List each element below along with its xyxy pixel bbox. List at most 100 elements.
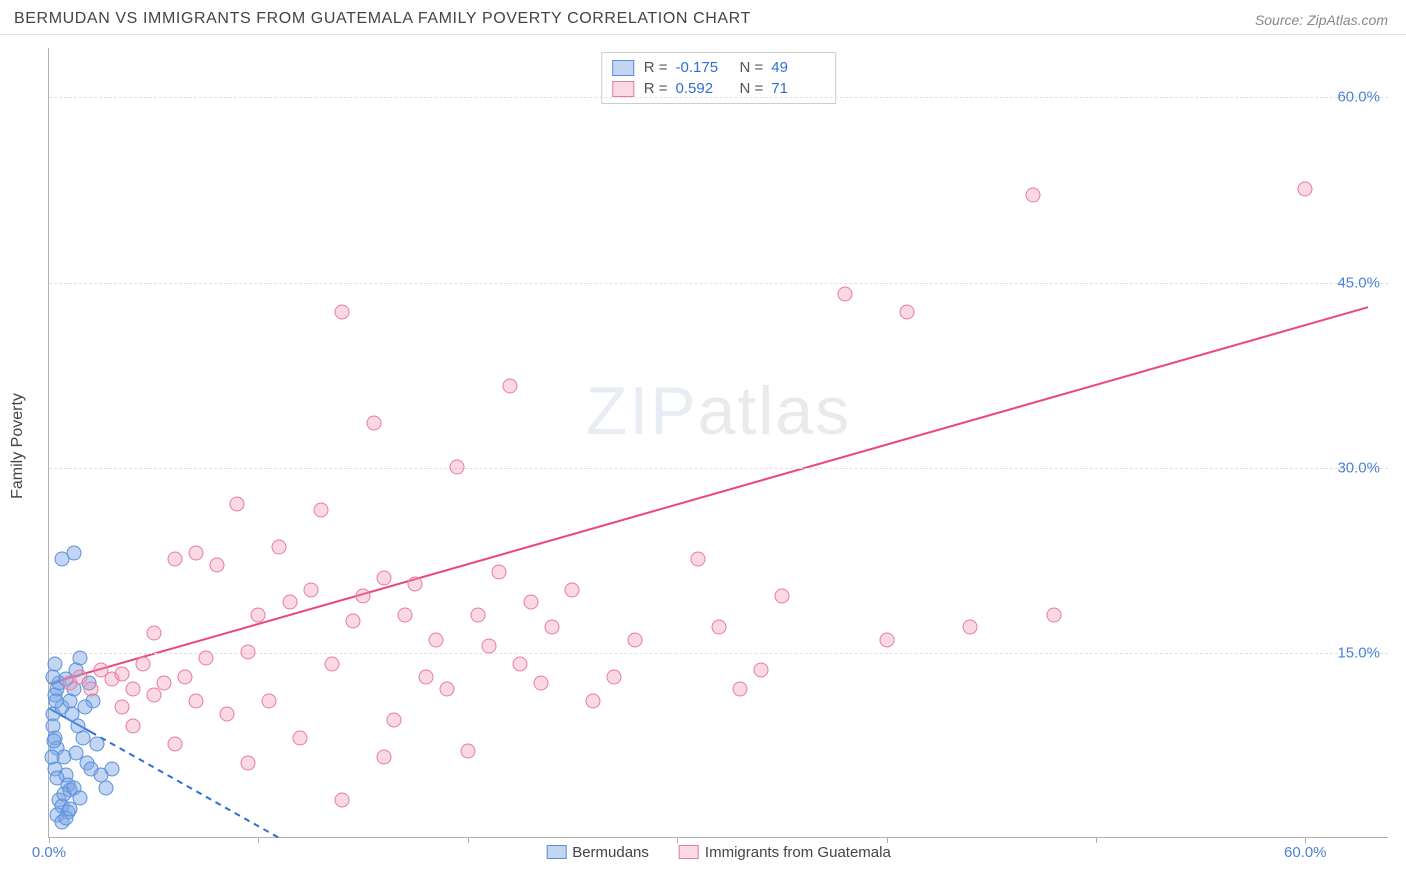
data-point xyxy=(837,286,852,301)
data-point xyxy=(513,657,528,672)
x-tick xyxy=(887,837,888,843)
data-point xyxy=(345,613,360,628)
data-point xyxy=(167,552,182,567)
x-tick xyxy=(258,837,259,843)
watermark-atlas: atlas xyxy=(698,373,852,449)
data-point xyxy=(879,632,894,647)
y-axis-label: Family Poverty xyxy=(9,393,27,499)
scatter-plot: ZIPatlas R =-0.175N =49R =0.592N =71 Ber… xyxy=(48,48,1388,838)
gridline xyxy=(49,97,1388,98)
stat-key: N = xyxy=(740,80,764,97)
chart-header: BERMUDAN VS IMMIGRANTS FROM GUATEMALA FA… xyxy=(0,0,1406,35)
x-tick xyxy=(677,837,678,843)
data-point xyxy=(167,737,182,752)
data-point xyxy=(67,546,82,561)
gridline xyxy=(49,468,1388,469)
data-point xyxy=(77,700,92,715)
y-tick-label: 60.0% xyxy=(1337,89,1380,106)
data-point xyxy=(50,770,65,785)
data-point xyxy=(408,576,423,591)
data-point xyxy=(963,620,978,635)
data-point xyxy=(1298,181,1313,196)
stat-key: R = xyxy=(644,80,668,97)
data-point xyxy=(240,755,255,770)
stat-key: N = xyxy=(740,59,764,76)
data-point xyxy=(146,688,161,703)
x-tick xyxy=(1096,837,1097,843)
data-point xyxy=(69,746,84,761)
data-point xyxy=(335,792,350,807)
data-point xyxy=(356,589,371,604)
data-point xyxy=(47,733,62,748)
data-point xyxy=(125,718,140,733)
data-point xyxy=(397,607,412,622)
stats-legend: R = -0.175 N = 49 R = 0.592 N = 71 xyxy=(601,52,837,104)
data-point xyxy=(586,694,601,709)
x-tick xyxy=(1305,837,1306,843)
data-point xyxy=(240,644,255,659)
legend-swatch xyxy=(612,81,634,97)
data-point xyxy=(45,749,60,764)
data-point xyxy=(732,681,747,696)
data-point xyxy=(377,570,392,585)
source-label: Source: ZipAtlas.com xyxy=(1255,12,1388,28)
stat-n-value: 49 xyxy=(771,59,825,76)
data-point xyxy=(335,305,350,320)
data-point xyxy=(272,539,287,554)
stats-row: R = -0.175 N = 49 xyxy=(612,57,826,78)
data-point xyxy=(115,667,130,682)
y-tick-label: 45.0% xyxy=(1337,274,1380,291)
stat-r-value: -0.175 xyxy=(676,59,730,76)
data-point xyxy=(502,379,517,394)
x-tick-label: 0.0% xyxy=(32,844,66,861)
data-point xyxy=(429,632,444,647)
stat-n-value: 71 xyxy=(771,80,825,97)
data-point xyxy=(73,651,88,666)
data-point xyxy=(199,651,214,666)
stats-row: R = 0.592 N = 71 xyxy=(612,78,826,99)
legend-swatch xyxy=(546,845,566,859)
legend-swatch xyxy=(612,60,634,76)
data-point xyxy=(188,694,203,709)
data-point xyxy=(282,595,297,610)
data-point xyxy=(230,496,245,511)
data-point xyxy=(324,657,339,672)
data-point xyxy=(774,589,789,604)
data-point xyxy=(1047,607,1062,622)
data-point xyxy=(471,607,486,622)
data-point xyxy=(565,583,580,598)
trend-lines xyxy=(49,48,1389,838)
data-point xyxy=(157,675,172,690)
data-point xyxy=(48,657,63,672)
data-point xyxy=(1026,188,1041,203)
bottom-legend: BermudansImmigrants from Guatemala xyxy=(546,844,891,861)
data-point xyxy=(492,564,507,579)
data-point xyxy=(460,743,475,758)
data-point xyxy=(523,595,538,610)
data-point xyxy=(544,620,559,635)
legend-item: Bermudans xyxy=(546,844,649,861)
watermark: ZIPatlas xyxy=(586,372,851,450)
data-point xyxy=(439,681,454,696)
data-point xyxy=(691,552,706,567)
data-point xyxy=(115,700,130,715)
data-point xyxy=(90,737,105,752)
data-point xyxy=(293,731,308,746)
data-point xyxy=(104,762,119,777)
data-point xyxy=(178,669,193,684)
watermark-zip: ZIP xyxy=(586,373,698,449)
stat-r-value: 0.592 xyxy=(676,80,730,97)
data-point xyxy=(314,502,329,517)
data-point xyxy=(387,712,402,727)
legend-label: Bermudans xyxy=(572,844,649,861)
gridline xyxy=(49,283,1388,284)
data-point xyxy=(753,663,768,678)
data-point xyxy=(75,731,90,746)
data-point xyxy=(209,558,224,573)
x-tick xyxy=(49,837,50,843)
y-tick-label: 30.0% xyxy=(1337,459,1380,476)
data-point xyxy=(219,706,234,721)
stat-key: R = xyxy=(644,59,668,76)
data-point xyxy=(418,669,433,684)
data-point xyxy=(136,657,151,672)
